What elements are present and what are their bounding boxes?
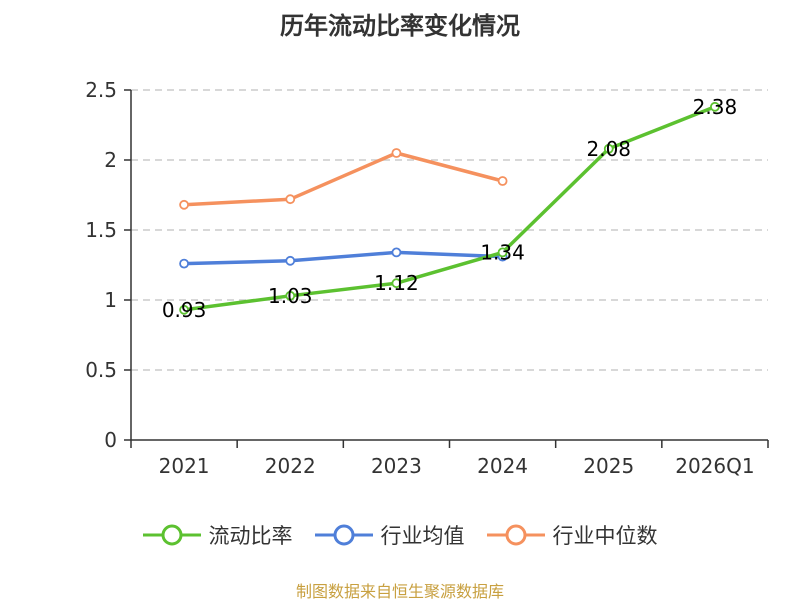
series-layer [179,101,720,315]
source-note: 制图数据来自恒生聚源数据库 [295,582,504,601]
legend-line-icon [314,524,373,546]
data-label: 2.08 [586,137,631,161]
data-point [603,143,614,154]
series-line [183,151,504,207]
y-tick-label: 2 [104,148,117,172]
data-point [710,101,720,112]
data-point [391,247,402,258]
legend-label: 行业均值 [380,524,465,548]
data-point [285,194,296,205]
y-tick-label: 0.5 [85,358,117,382]
data-label: 1.03 [268,284,313,308]
data-point [285,290,296,301]
grid-layer [131,89,768,371]
x-tick-label: 2026Q1 [675,454,754,478]
y-tick-label: 1 [104,288,117,312]
legend: 流动比率 行业均值 行业中位数 [0,520,800,550]
y-tick-label: 0 [104,428,117,452]
x-tick-label: 2021 [159,454,210,478]
data-point [179,304,189,315]
data-point [179,199,189,210]
axis-layer: 0 0.5 1 1.5 2 2.5 2021 2022 2023 2024 2025 2026Q1 [85,78,769,478]
series-line [183,105,716,312]
y-tick-label: 2.5 [85,78,117,102]
legend-item-current-ratio[interactable]: 流动比率 [142,520,293,550]
data-label: 2.38 [693,95,738,119]
x-tick-label: 2024 [477,454,528,478]
data-point [179,258,189,269]
data-point [391,278,402,289]
y-tick-label: 1.5 [85,218,117,242]
legend-label: 行业中位数 [552,524,658,548]
data-point [285,255,296,266]
data-point [497,176,508,186]
data-label: 1.12 [374,271,419,295]
x-tick-label: 2022 [265,454,316,478]
x-tick-label: 2025 [583,454,634,478]
legend-label: 流动比率 [208,524,293,548]
data-label: 0.93 [162,298,207,322]
data-point [497,247,508,258]
series-line [184,250,503,266]
legend-line-icon [486,524,545,546]
data-label: 1.34 [480,240,525,264]
label-layer: 0.93 1.03 1.12 1.34 2.08 2.38 [162,95,737,322]
x-tick-label: 2023 [371,454,422,478]
legend-item-industry-median[interactable]: 行业中位数 [486,520,658,550]
legend-item-industry-mean[interactable]: 行业均值 [314,520,465,550]
chart-title: 历年流动比率变化情况 [280,12,520,40]
data-point [391,148,402,158]
legend-line-icon [142,524,201,546]
